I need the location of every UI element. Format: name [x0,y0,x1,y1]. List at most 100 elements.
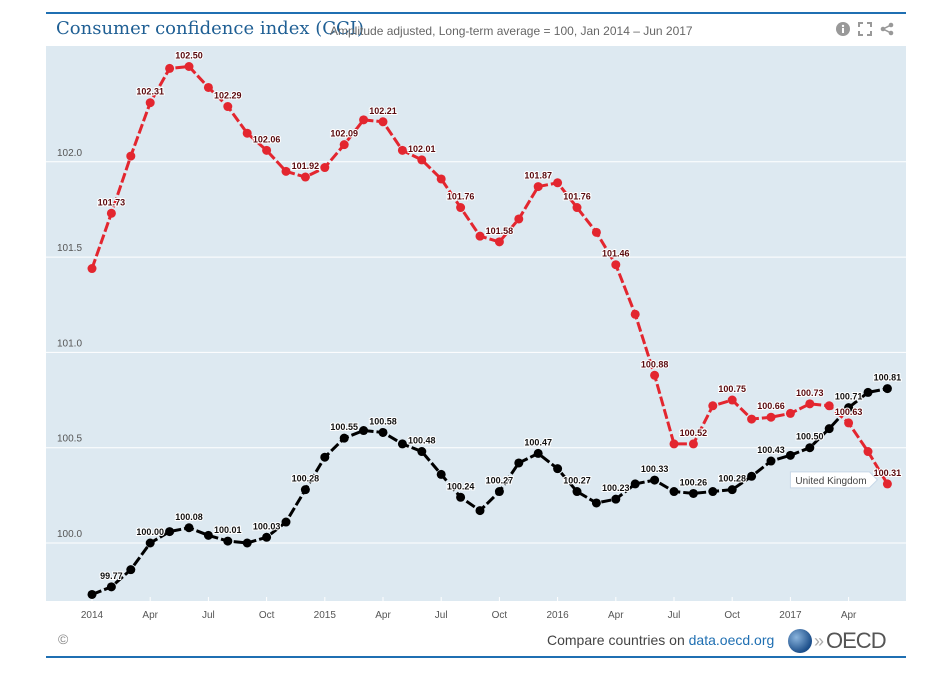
data-label: 100.52 [680,428,708,438]
data-label: 102.21 [369,106,397,116]
data-point [805,443,815,453]
y-tick-label: 100.0 [57,529,82,540]
data-point [145,98,155,108]
x-tick-label: Jul [435,610,448,621]
data-point [747,471,757,481]
data-label: 100.47 [524,437,552,447]
data-point [591,498,601,508]
data-label: 100.26 [680,477,708,487]
y-tick-label: 100.5 [57,434,82,445]
globe-icon [788,629,812,653]
data-point [126,151,136,161]
data-label: 100.88 [641,359,669,369]
data-point [553,178,563,188]
data-label: 102.09 [330,129,358,139]
bottom-rule [46,656,906,658]
data-label: 100.71 [835,392,863,402]
data-point [824,401,834,411]
data-point [863,387,873,397]
data-point [436,469,446,479]
data-point [339,433,349,443]
data-point [533,448,543,458]
data-point [242,538,252,548]
data-label: 100.33 [641,464,669,474]
data-label: 100.55 [330,422,358,432]
data-label: 101.76 [563,192,591,202]
series-series-1: 99.77 100.00 100.08 100.01 100.03 100.28 100.5… [87,372,902,599]
data-label: 99.77 [100,571,123,581]
data-point [359,115,369,125]
data-label: 100.66 [757,401,785,411]
y-tick-label: 102.0 [57,148,82,159]
data-point [572,487,582,497]
compare-countries: Compare countries on data.oecd.org [547,632,775,648]
top-rule [46,12,906,14]
data-label: 100.08 [175,512,203,522]
oecd-data-link[interactable]: data.oecd.org [688,632,775,648]
data-point [475,231,485,241]
data-point [281,517,291,527]
x-tick-label: Apr [841,610,857,621]
data-label: 101.87 [524,171,552,181]
data-point [223,536,233,546]
data-label: 100.48 [408,436,436,446]
data-point [87,264,97,274]
data-label: 100.00 [136,527,164,537]
data-point [785,408,795,418]
data-point [708,487,718,497]
x-tick-label: Apr [608,610,624,621]
data-label: 100.58 [369,416,397,426]
info-icon[interactable] [836,22,850,36]
data-point [456,203,466,213]
chart-subtitle: Amplitude adjusted, Long-term average = … [330,24,693,38]
data-point [630,479,640,489]
data-point [805,399,815,409]
data-label: 100.73 [796,388,824,398]
x-tick-label: 2014 [81,610,104,621]
fullscreen-icon[interactable] [858,22,872,36]
x-tick-label: Jul [202,610,215,621]
y-tick-label: 101.5 [57,243,82,254]
data-point [281,166,291,176]
data-label: 100.23 [602,483,630,493]
data-point [514,458,524,468]
x-tick-label: Apr [375,610,391,621]
data-point [882,479,892,489]
data-label: 100.75 [718,384,746,394]
data-label: 100.03 [253,521,281,531]
data-point [727,485,737,495]
data-point [844,403,854,413]
data-point [611,494,621,504]
data-point [494,487,504,497]
data-point [553,464,563,474]
data-point [708,401,718,411]
oecd-logo[interactable]: » OECD [788,628,887,654]
data-point [766,412,776,422]
data-point [223,102,233,112]
data-point [611,260,621,270]
data-point [242,128,252,138]
x-tick-label: 2015 [314,610,337,621]
data-point [766,456,776,466]
data-point [262,532,272,542]
x-tick-label: Oct [259,610,275,621]
data-point [165,63,175,73]
series-united-kingdom: 101.73 102.31 102.50 102.29 102.06 101.92 102.… [87,50,902,489]
share-icon[interactable] [880,22,894,36]
x-tick-label: Oct [492,610,508,621]
data-label: 100.43 [757,445,785,455]
tooltip-box [789,471,879,489]
data-point [300,485,310,495]
data-label: 102.01 [408,144,436,154]
data-point [203,530,213,540]
data-point [882,384,892,394]
data-point [300,172,310,182]
data-label: 100.27 [563,476,591,486]
data-point [87,589,97,599]
data-point [106,582,116,592]
data-point [650,475,660,485]
plot-area [46,46,906,601]
data-point [475,506,485,516]
chart-title: Consumer confidence index (CCI) [56,18,364,39]
